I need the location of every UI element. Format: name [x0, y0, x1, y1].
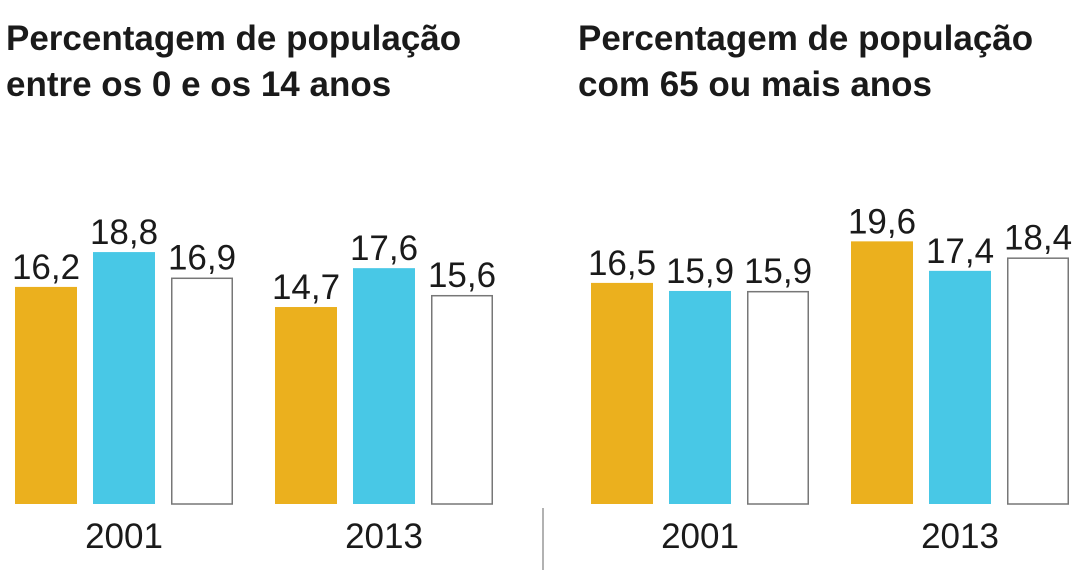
bar-2001-series-2 [669, 290, 731, 504]
bar-value-label: 15,6 [428, 256, 496, 295]
chart-title-line-1: Percentagem de população [578, 19, 1033, 58]
bar-value-label: 18,4 [1004, 218, 1072, 257]
bar-2001-series-1 [591, 282, 653, 504]
bar-value-label: 15,9 [666, 252, 734, 291]
chart-title-line-2: com 65 ou mais anos [578, 65, 932, 104]
category-label: 2001 [661, 517, 739, 556]
category-label: 2013 [345, 517, 423, 556]
bar-value-label: 14,7 [272, 268, 340, 307]
bar-value-label: 15,9 [744, 252, 812, 291]
bar-value-label: 17,6 [350, 229, 418, 268]
bar-group: 16,2 18,8 16,9 2001 14,7 17,6 15,6 2013 [12, 213, 496, 556]
category-label: 2013 [921, 517, 999, 556]
chart-panel-0-14: Percentagem de população entre os 0 e os… [6, 19, 496, 556]
bar-value-label: 16,5 [588, 244, 656, 283]
bar-2013-series-1 [851, 241, 913, 505]
bar-value-label: 19,6 [848, 202, 916, 241]
chart-title-line-1: Percentagem de população [6, 19, 461, 58]
bar-value-label: 16,9 [168, 239, 236, 278]
bar-2013-series-3 [1007, 257, 1069, 505]
chart-title-line-2: entre os 0 e os 14 anos [6, 65, 391, 104]
bar-2001-series-2 [93, 252, 155, 504]
bar-2001-series-1 [15, 286, 77, 504]
bar-group: 16,5 15,9 15,9 2001 19,6 17,4 18,4 2013 [588, 202, 1072, 556]
bar-value-label: 18,8 [90, 213, 158, 252]
bar-2013-series-2 [929, 270, 991, 504]
bar-value-label: 17,4 [926, 232, 994, 271]
bar-value-label: 16,2 [12, 248, 80, 287]
bar-2001-series-3 [171, 277, 233, 505]
category-label: 2001 [85, 517, 163, 556]
bar-2013-series-3 [431, 294, 493, 505]
bar-2013-series-1 [275, 307, 337, 504]
chart-panel-65-plus: Percentagem de população com 65 ou mais … [578, 19, 1072, 556]
bar-2013-series-2 [353, 268, 415, 504]
bar-2001-series-3 [747, 290, 809, 505]
